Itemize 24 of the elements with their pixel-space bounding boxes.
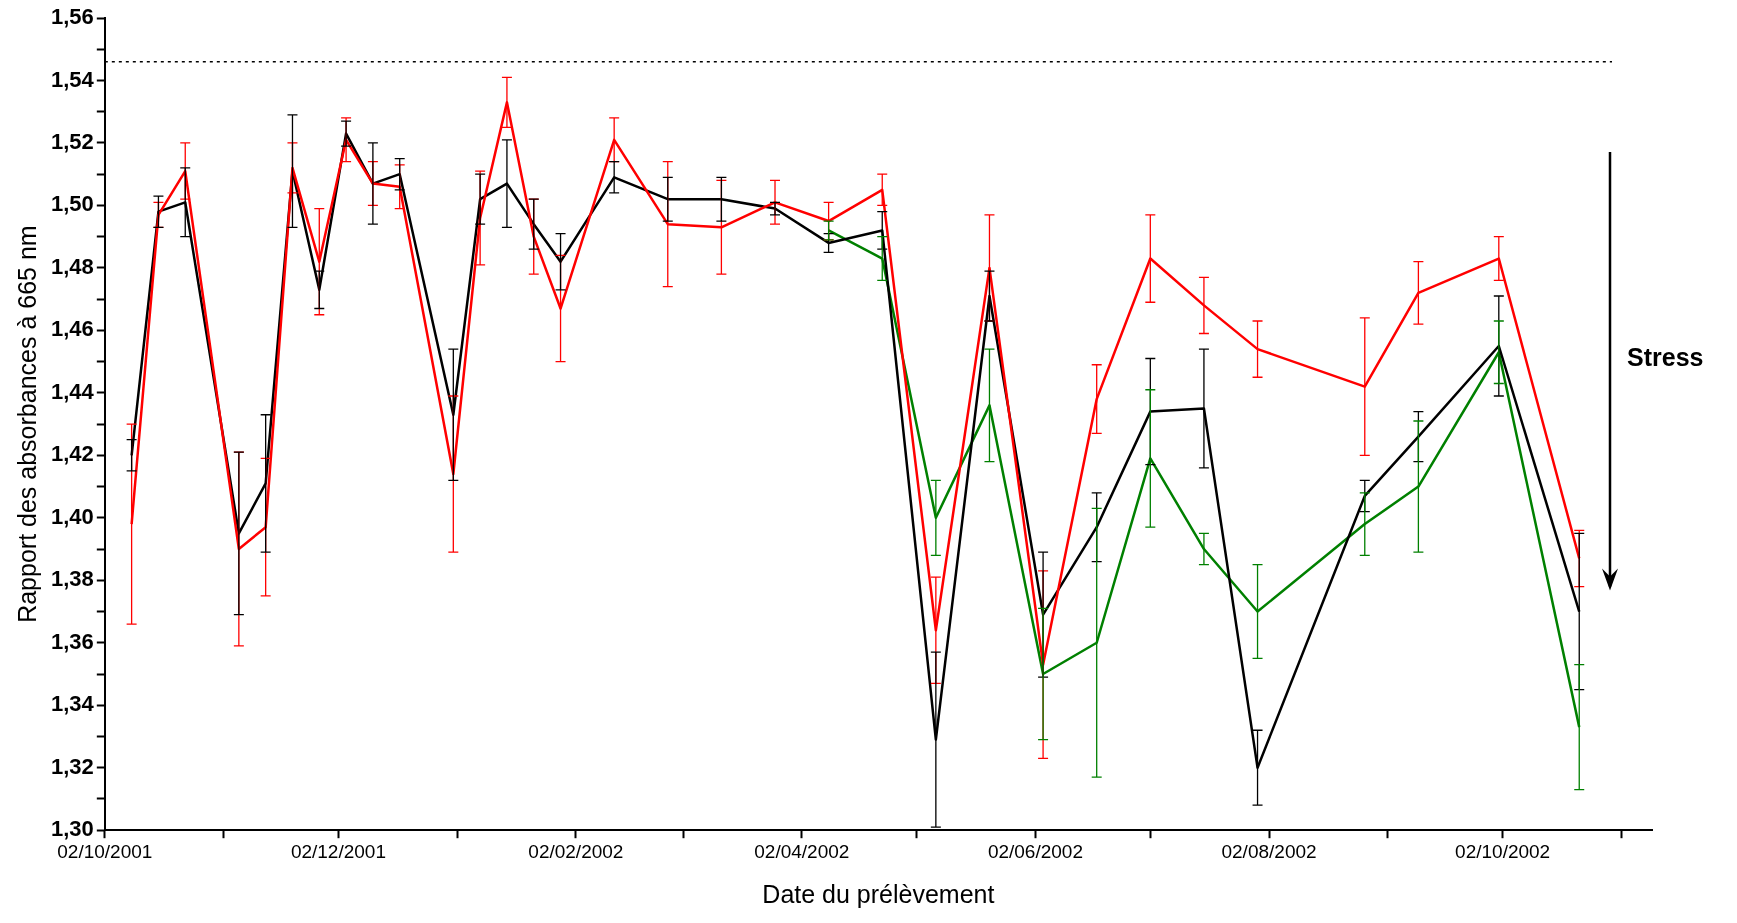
x-tick-label: 02/08/2002: [1221, 840, 1317, 862]
y-tick-label: 1,44: [50, 378, 95, 404]
x-axis-title: Date du prélèvement: [762, 879, 995, 908]
y-tick-label: 1,46: [50, 316, 94, 342]
y-tick-label: 1,54: [50, 66, 95, 92]
annotation: Stress: [1627, 343, 1704, 372]
y-tick-label: 1,52: [50, 129, 94, 155]
x-tick-label: 02/10/2001: [57, 840, 153, 862]
x-tick-label: 02/10/2002: [1455, 840, 1551, 862]
y-tick-label: 1,34: [50, 691, 95, 717]
x-tick-label: 02/12/2001: [290, 840, 386, 862]
y-axis-title: Rapport des absorbances à 665 nm: [12, 225, 41, 623]
y-tick-label: 1,56: [50, 4, 94, 30]
y-tick-label: 1,32: [50, 753, 94, 779]
y-tick-label: 1,30: [50, 816, 94, 842]
y-tick-label: 1,42: [50, 441, 94, 467]
y-tick-label: 1,36: [50, 628, 94, 654]
x-tick-label: 02/04/2002: [754, 840, 850, 862]
y-tick-label: 1,38: [50, 566, 94, 592]
y-tick-label: 1,50: [50, 191, 94, 217]
y-tick-label: 1,40: [50, 503, 94, 529]
x-tick-label: 02/06/2002: [987, 840, 1083, 862]
y-tick-label: 1,48: [50, 253, 94, 279]
x-tick-label: 02/02/2002: [528, 840, 624, 862]
